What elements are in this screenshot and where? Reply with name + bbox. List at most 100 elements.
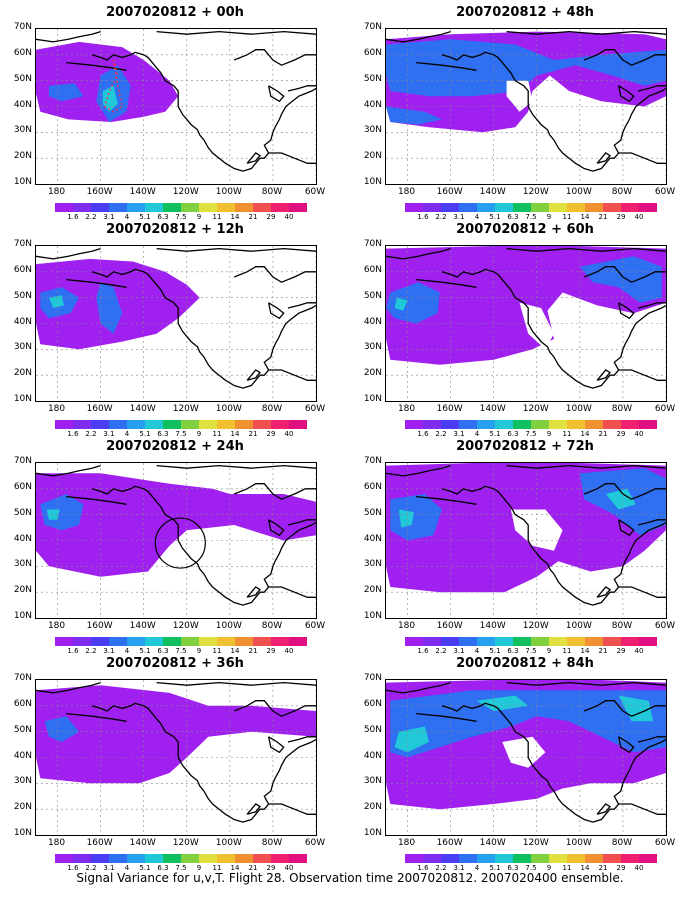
coastline [583,700,666,717]
colorbar-label: 2.2 [435,430,447,438]
colorbar-swatch [459,854,477,863]
lon-tick-label: 120W [172,187,199,197]
colorbar-label: 11 [212,213,222,221]
colorbar-swatch [585,854,603,863]
coastline [267,85,285,103]
colorbar-swatch [235,637,253,646]
colorbar-swatch [271,203,289,212]
coastline [233,266,316,283]
colorbar-label: 1.6 [67,864,79,872]
colorbar-label: 2.2 [435,864,447,872]
lon-tick-label: 80W [611,187,633,197]
colorbar-label: 11 [212,430,222,438]
colorbar-label: 5.1 [489,647,501,655]
lon-tick-label: 100W [565,404,592,414]
coastline [386,681,451,694]
lon-tick-label: 80W [261,187,283,197]
lon-tick-label: 80W [261,838,283,848]
map-area [35,245,317,402]
coastline [416,712,477,722]
variance-region-mid [386,282,440,324]
lat-tick-label: 10N [363,177,382,187]
map-panel: 2007020812 + 24h 70N 60N 50N 40N 30N 20N 10N 180… [0,439,350,655]
colorbar-swatch [55,637,73,646]
coastline [91,268,316,389]
colorbar-label: 4 [474,647,480,655]
variance-region-high [618,695,654,722]
lon-tick-label: 160W [436,838,463,848]
lat-tick-label: 10N [363,611,382,621]
colorbar-swatch [459,637,477,646]
colorbar-swatch [253,854,271,863]
colorbar-swatch [217,203,235,212]
colorbar-swatch [405,203,423,212]
coastline [583,483,666,500]
map-panel: 2007020812 + 00h 70N 60N 50N 40N 30N 20N 10N 180… [0,5,350,221]
coastline [583,49,666,66]
panel-title: 2007020812 + 00h [106,5,244,20]
coastline [618,586,666,598]
lon-tick-label: 100W [215,838,242,848]
colorbar-label: 21 [598,430,608,438]
colorbar-label: 5.1 [489,213,501,221]
colorbar-swatch [109,854,127,863]
coastline [618,803,666,815]
colorbar-swatch [199,854,217,863]
colorbar-label: 21 [248,430,258,438]
variance-map [36,29,316,184]
colorbar-label: 6.3 [507,430,519,438]
panel-title: 2007020812 + 48h [456,5,594,20]
colorbar-swatch [289,203,307,212]
colorbar-swatch [109,420,127,429]
lon-tick-label: 80W [611,404,633,414]
lon-tick-label: 60W [654,838,676,848]
colorbar-label: 9 [196,213,202,221]
colorbar-swatch [603,854,621,863]
colorbar-swatch [181,203,199,212]
coastline [268,586,316,598]
lon-tick-label: 60W [304,404,326,414]
lon-tick-label: 100W [565,621,592,631]
lat-tick-label: 50N [13,724,32,735]
colorbar-swatch [441,203,459,212]
lon-tick-label: 100W [565,187,592,197]
colorbar-swatch [423,637,441,646]
coastline [36,464,101,477]
colorbar-label: 40 [634,864,644,872]
colorbar-label: 29 [266,647,276,655]
variance-map [386,463,666,618]
lon-tick-label: 120W [522,404,549,414]
colorbar-swatch [271,420,289,429]
coastline [36,30,101,43]
colorbar-swatch [253,420,271,429]
variance-region-mid [386,106,442,125]
colorbar-swatch [55,203,73,212]
panel-title: 2007020812 + 36h [106,656,244,671]
coastline [506,30,666,35]
flight-track [103,59,124,113]
colorbar-label: 1.6 [67,647,79,655]
lon-tick-label: 60W [654,621,676,631]
variance-region-low [36,473,316,577]
map-panel: 2007020812 + 48h 70N 60N 50N 40N 30N 20N 10N 180… [350,5,700,221]
panel-title: 2007020812 + 12h [106,222,244,237]
colorbar-swatch [199,420,217,429]
lon-tick-label: 80W [261,621,283,631]
coastline [233,700,316,717]
lon-tick-label: 60W [304,187,326,197]
variance-region-high [394,297,408,311]
map-area [385,462,667,619]
colorbar-swatch [531,203,549,212]
colorbar-label: 5.1 [489,864,501,872]
colorbar-label: 11 [562,430,572,438]
colorbar-swatch [289,854,307,863]
coastline [156,247,316,252]
colorbar-label: 9 [546,430,552,438]
colorbar-label: 6.3 [157,213,169,221]
lon-tick-label: 140W [479,187,506,197]
colorbar-swatch [477,637,495,646]
colorbar-label: 7.5 [175,430,187,438]
lat-tick-label: 70N [363,673,382,683]
lon-tick-label: 60W [304,838,326,848]
colorbar-swatch [127,420,145,429]
